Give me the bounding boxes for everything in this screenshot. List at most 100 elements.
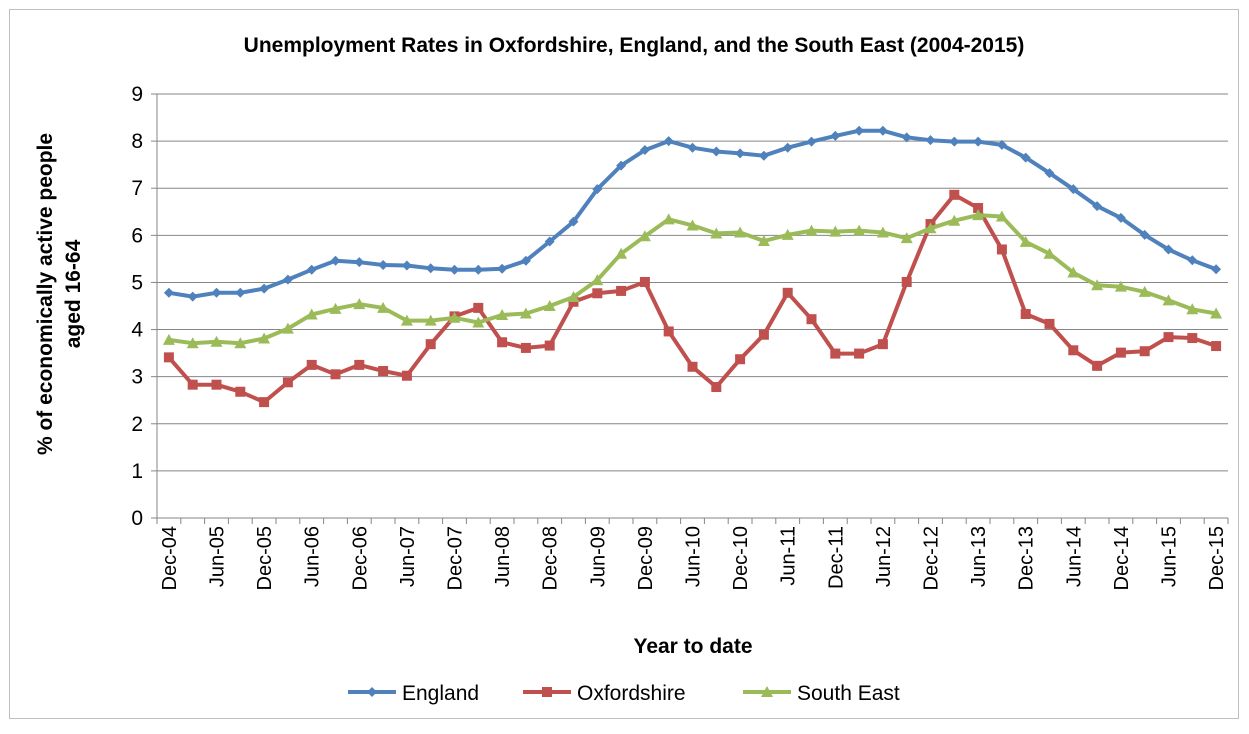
y-axis-title: % of economically active people aged 16-6… xyxy=(34,133,85,455)
data-point xyxy=(400,314,413,326)
data-point xyxy=(854,348,865,359)
data-point xyxy=(1163,244,1174,255)
data-point xyxy=(781,228,794,240)
data-point xyxy=(1091,279,1104,291)
data-point xyxy=(900,232,913,244)
data-point xyxy=(1211,341,1222,352)
data-point xyxy=(663,326,674,337)
legend-label: England xyxy=(402,682,479,705)
x-tick-label: Dec-15 xyxy=(1206,526,1228,590)
series-south-east xyxy=(162,209,1223,349)
data-point xyxy=(924,222,937,234)
data-point xyxy=(687,142,698,153)
data-point xyxy=(1139,346,1150,357)
data-point xyxy=(996,244,1007,255)
legend-item: Oxfordshire xyxy=(523,682,686,705)
x-tick-label: Dec-09 xyxy=(635,526,657,590)
data-point xyxy=(1020,309,1031,320)
data-point xyxy=(686,219,699,231)
x-tick-label: Dec-11 xyxy=(825,526,847,589)
data-point xyxy=(330,255,341,266)
x-tick-label: Jun-08 xyxy=(492,526,514,587)
x-tick-label: Jun-05 xyxy=(207,526,229,587)
data-point xyxy=(162,333,175,345)
data-point xyxy=(186,337,199,349)
data-point xyxy=(544,340,555,351)
data-point xyxy=(567,291,580,303)
data-point xyxy=(472,316,485,328)
data-point xyxy=(1043,247,1056,259)
data-point xyxy=(568,216,579,227)
data-point xyxy=(782,142,793,153)
data-point xyxy=(758,329,769,340)
data-point xyxy=(830,348,841,359)
data-point xyxy=(615,247,628,259)
data-point xyxy=(497,337,508,348)
data-point xyxy=(235,386,246,397)
series-oxfordshire xyxy=(163,189,1222,408)
data-point xyxy=(1068,345,1079,356)
legend-label: Oxfordshire xyxy=(577,682,686,705)
data-point xyxy=(876,226,889,238)
data-point xyxy=(211,287,222,298)
data-point xyxy=(925,135,936,146)
data-point xyxy=(354,257,365,268)
data-point xyxy=(496,308,509,320)
data-point xyxy=(829,225,842,237)
data-point xyxy=(1019,235,1032,247)
data-point xyxy=(354,359,365,370)
data-point xyxy=(306,359,317,370)
data-point xyxy=(282,377,293,388)
data-point xyxy=(377,301,390,313)
data-point xyxy=(806,136,817,147)
data-point xyxy=(1138,285,1151,297)
data-point xyxy=(520,342,531,353)
y-tick-label: 4 xyxy=(131,319,143,342)
y-tick-label: 7 xyxy=(131,177,143,200)
y-tick-label: 6 xyxy=(131,224,143,247)
y-tick-label: 0 xyxy=(131,507,143,530)
legend-item: England xyxy=(348,682,479,705)
data-point xyxy=(330,369,341,380)
x-tick-label: Dec-08 xyxy=(540,526,562,590)
data-point xyxy=(378,366,389,377)
legend: England Oxfordshire South East xyxy=(348,682,900,705)
data-point xyxy=(544,236,555,247)
x-axis-title: Year to date xyxy=(633,635,752,658)
data-point xyxy=(1067,266,1080,278)
data-point xyxy=(972,209,985,221)
legend-label: South East xyxy=(797,682,900,705)
data-point xyxy=(1068,184,1079,195)
data-point xyxy=(235,287,246,298)
data-point xyxy=(735,148,746,159)
axes xyxy=(156,94,1228,519)
x-tick-label: Jun-09 xyxy=(587,526,609,587)
y-axis-title-line: aged 16-64 xyxy=(62,239,85,348)
data-point xyxy=(663,136,674,147)
data-point xyxy=(973,203,984,214)
data-point xyxy=(234,337,247,349)
data-point xyxy=(616,285,627,296)
data-point xyxy=(1092,360,1103,371)
y-axis-title-line: % of economically active people xyxy=(34,133,57,455)
data-point xyxy=(639,145,650,156)
data-point xyxy=(1092,201,1103,212)
data-point xyxy=(757,234,770,246)
data-point xyxy=(1115,212,1126,223)
data-point xyxy=(424,314,437,326)
data-point xyxy=(639,276,650,287)
data-point xyxy=(211,379,222,390)
data-point xyxy=(995,210,1008,222)
data-point xyxy=(996,139,1007,150)
data-point xyxy=(973,136,984,147)
x-tick-label: Dec-14 xyxy=(1111,526,1133,590)
x-tick-label: Dec-07 xyxy=(445,526,467,590)
data-point xyxy=(1187,333,1198,344)
data-point xyxy=(259,283,270,294)
data-point xyxy=(805,224,818,236)
data-point xyxy=(592,184,603,195)
x-tick-label: Jun-13 xyxy=(968,526,990,587)
data-point xyxy=(519,307,532,319)
